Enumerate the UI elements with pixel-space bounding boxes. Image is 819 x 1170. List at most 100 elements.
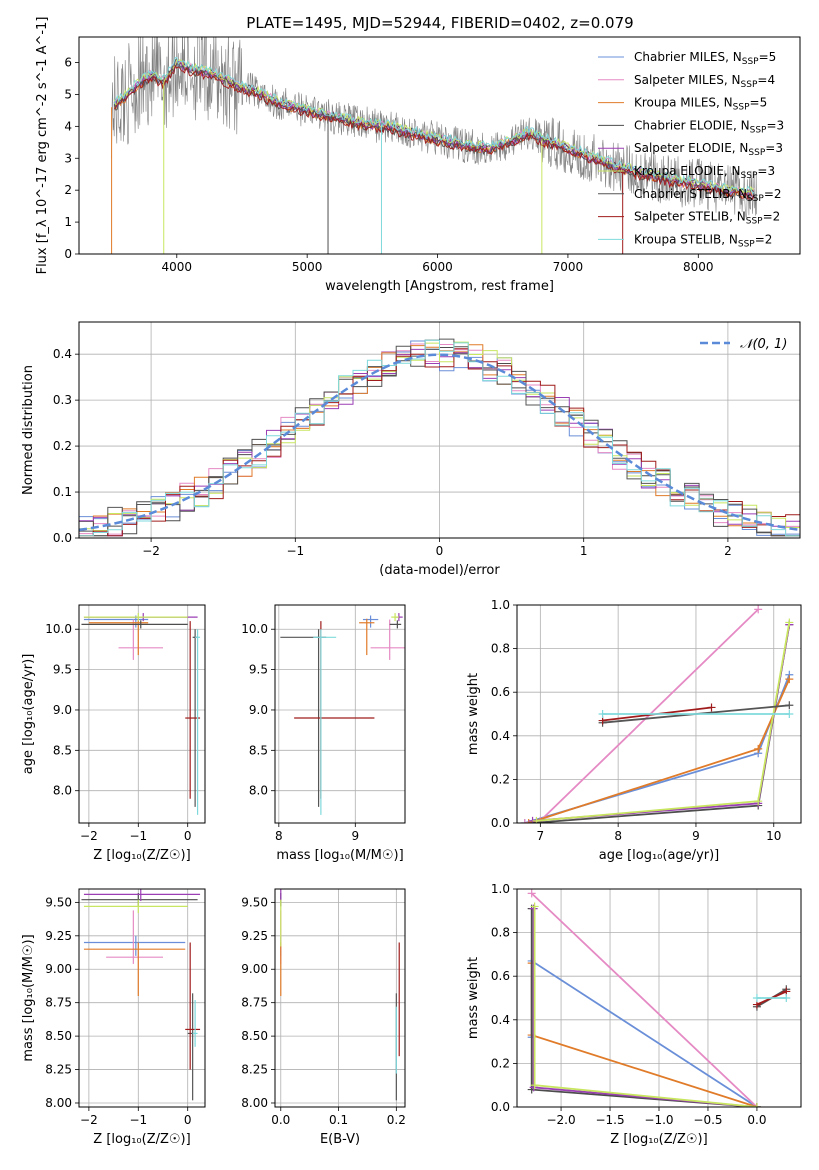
- weight-point-marker: [527, 889, 536, 898]
- weight-series-line: [524, 674, 791, 823]
- errorbar-point: [83, 889, 201, 902]
- axes-frame: [78, 604, 206, 824]
- weight-series-line: [531, 892, 758, 1107]
- y-tick-label: 8.50: [241, 1029, 268, 1043]
- weight-point-marker: [520, 819, 529, 823]
- legend-label-sub: SSP: [733, 103, 750, 113]
- legend-label-suffix: =5: [759, 50, 777, 64]
- axes-frame: [78, 36, 801, 255]
- x-axis-label: Z [log₁₀(Z/Z☉)]: [93, 848, 190, 863]
- y-tick-label: 4: [64, 119, 72, 133]
- legend-label-base: Chabrier STELIB, N: [634, 187, 747, 201]
- x-tick-label: 7000: [553, 260, 584, 274]
- x-tick-label: 0.0: [747, 1113, 766, 1127]
- legend-label-sub: SSP: [742, 57, 759, 67]
- x-tick-label: 2: [724, 544, 732, 558]
- y-tick-label: 8.75: [45, 996, 72, 1010]
- x-tick-label: 0.0: [271, 1113, 290, 1127]
- x-tick-label: 0.2: [387, 1113, 406, 1127]
- y-axis-label: age [log₁₀(age/yr)]: [21, 654, 36, 775]
- weight-point-marker: [785, 675, 794, 684]
- y-tick-label: 8.75: [241, 996, 268, 1010]
- y-tick-label: 0.8: [491, 926, 510, 940]
- x-axis-label: Z [log₁₀(Z/Z☉)]: [610, 1132, 707, 1147]
- residuals-panel: −2 −1 0 1 2 0.0 0.1 0.2 0.3 0.4 (data-model)/error…: [21, 321, 801, 578]
- y-tick-label: 9.00: [45, 962, 72, 976]
- weight-point-marker: [754, 797, 763, 806]
- y-tick-label: 8.50: [45, 1029, 72, 1043]
- legend-label-suffix: =3: [766, 118, 784, 132]
- legend-label-suffix: =3: [765, 141, 783, 155]
- y-tick-label: 8.0: [249, 784, 268, 798]
- weight-series-line: [532, 908, 757, 1107]
- legend-label: 𝒩(0, 1): [740, 337, 787, 352]
- x-tick-label: −1.5: [595, 1113, 624, 1127]
- weight-point-marker: [782, 994, 791, 1002]
- axes-frame: [274, 888, 406, 1108]
- x-tick-label: 8000: [683, 260, 714, 274]
- spectrum-panel: 4000 5000 6000 7000 8000 0 1 2 3 4 5 6 wavelength [A…: [35, 17, 801, 294]
- weight-lines: [520, 605, 794, 823]
- y-tick-label: 0.4: [53, 347, 72, 361]
- x-tick-label: 8: [275, 829, 283, 843]
- legend-label-suffix: =2: [764, 187, 782, 201]
- legend-label-sub: SSP: [738, 239, 755, 249]
- y-axis-label: mass weight: [466, 673, 481, 755]
- x-tick-label: −2: [80, 829, 98, 843]
- legend-label-sub: SSP: [741, 171, 758, 181]
- y-tick-label: 1.0: [491, 882, 510, 896]
- errorbar-point: [389, 620, 402, 629]
- x-tick-label: −1: [129, 829, 147, 843]
- weight-series-line: [536, 622, 791, 822]
- x-tick-label: 4000: [162, 260, 193, 274]
- weight-lines: [527, 889, 791, 1107]
- y-tick-label: 1: [64, 215, 72, 229]
- x-axis-label: (data-model)/error: [379, 563, 500, 578]
- x-tick-label: 0: [436, 544, 444, 558]
- legend-label: Salpeter MILES, NSSP=4: [634, 73, 775, 90]
- y-axis-label: Normed distribution: [21, 365, 36, 495]
- residuals-legend: 𝒩(0, 1): [700, 337, 787, 352]
- legend-label-suffix: =2: [763, 210, 781, 224]
- weight-series-line: [530, 908, 757, 1107]
- x-tick-label: −2.0: [546, 1113, 575, 1127]
- x-tick-label: 1: [580, 544, 588, 558]
- x-tick-label: 7: [537, 829, 545, 843]
- x-tick-label: 5000: [292, 260, 323, 274]
- x-tick-label: −1: [129, 1113, 147, 1127]
- y-tick-label: 2: [64, 183, 72, 197]
- weight-point-marker: [752, 1103, 761, 1107]
- legend-label-sub: SSP: [747, 194, 764, 204]
- y-tick-label: 3: [64, 151, 72, 165]
- legend-label: Chabrier MILES, NSSP=5: [634, 50, 776, 67]
- y-tick-label: 9.50: [45, 895, 72, 909]
- errorbar-point: [362, 615, 379, 628]
- legend-label-suffix: =3: [757, 164, 775, 178]
- errorbar-point: [187, 993, 196, 1101]
- y-tick-label: 9.0: [249, 703, 268, 717]
- legend-label-base: Chabrier MILES, N: [634, 50, 742, 64]
- mass_vs_Z-panel: −2 −1 0 8.00 8.25 8.50 8.75 9.00 9.25 9.50 Z [log₁…: [21, 888, 206, 1147]
- y-tick-label: 0.0: [491, 816, 510, 830]
- y-tick-label: 9.25: [45, 929, 72, 943]
- y-tick-label: 0.2: [491, 1056, 510, 1070]
- y-axis-label: Flux [f_λ 10^-17 erg cm^-2 s^-1 A^-1]: [35, 17, 50, 275]
- histogram-lines: [79, 338, 800, 537]
- y-tick-label: 5: [64, 87, 72, 101]
- weight-series-line: [532, 624, 791, 823]
- y-tick-label: 6: [64, 56, 72, 70]
- y-tick-label: 9.5: [53, 663, 72, 677]
- legend-label-sub: SSP: [746, 217, 763, 227]
- weight_vs_age-panel: 7 8 9 10 0.0 0.2 0.4 0.6 0.8 1.0 age [log₁₀(age/yr…: [466, 598, 802, 863]
- y-tick-label: 0.6: [491, 969, 510, 983]
- errorbar-point: [391, 613, 399, 622]
- histogram-step: [79, 348, 800, 537]
- legend-label: Kroupa ELODIE, NSSP=3: [634, 164, 775, 181]
- y-tick-label: 8.00: [241, 1096, 268, 1110]
- legend-label: Kroupa MILES, NSSP=5: [634, 96, 767, 113]
- errorbar-point: [185, 942, 201, 1070]
- y-tick-label: 8.5: [249, 743, 268, 757]
- legend-label-suffix: =5: [750, 96, 768, 110]
